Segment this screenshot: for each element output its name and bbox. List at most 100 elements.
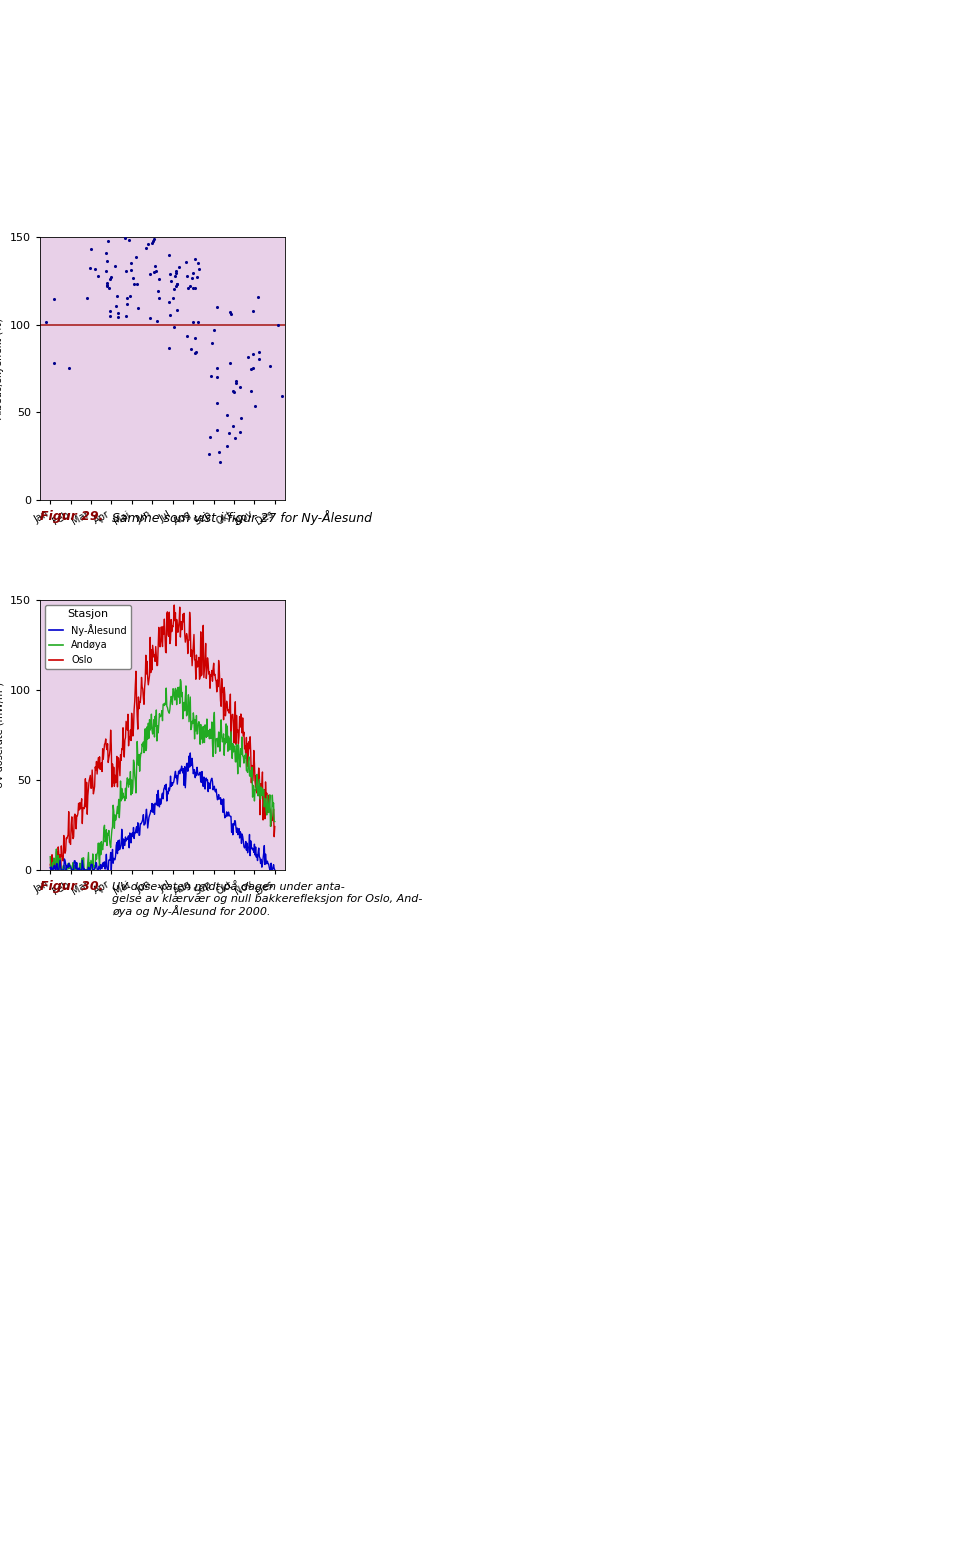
Point (119, 285, 134, 310)
Point (246, 355, 261, 380)
Point (227, 380, 242, 404)
Point (61, 356, 77, 381)
Point (187, 325, 203, 350)
Point (152, 266, 167, 291)
Point (211, 440, 227, 465)
Point (149, 259, 164, 283)
Point (87, 256, 103, 280)
Point (201, 441, 216, 466)
Point (212, 451, 228, 476)
Point (226, 380, 241, 404)
Point (147, 252, 162, 277)
Point (190, 251, 205, 276)
Point (150, 279, 165, 304)
Point (180, 276, 196, 301)
Point (228, 369, 244, 393)
Point (227, 426, 242, 451)
Point (209, 418, 225, 443)
Point (209, 390, 225, 415)
Point (209, 355, 225, 380)
Point (183, 336, 199, 361)
Point (232, 420, 248, 445)
Point (210, 366, 226, 390)
Point (187, 341, 203, 366)
Point (166, 285, 181, 310)
Point (122, 283, 137, 308)
Point (162, 302, 178, 327)
Point (220, 434, 235, 459)
Point (206, 318, 222, 342)
Point (162, 262, 178, 287)
Point (145, 231, 160, 256)
Point (46, 287, 61, 311)
Point (240, 345, 255, 370)
Point (118, 226, 133, 251)
Point (100, 229, 115, 254)
Point (169, 297, 184, 322)
Point (103, 266, 118, 291)
Point (99, 273, 114, 297)
Point (171, 256, 186, 280)
Point (147, 226, 162, 251)
Text: Figur 30.: Figur 30. (40, 880, 104, 894)
Point (245, 299, 260, 324)
Point (168, 259, 183, 283)
Point (140, 232, 156, 257)
Point (142, 305, 157, 330)
Point (100, 249, 115, 274)
Text: Figur 29.: Figur 29. (40, 510, 104, 524)
Y-axis label: Albedo/skyeffekt (%): Albedo/skyeffekt (%) (0, 318, 5, 420)
Point (108, 294, 124, 319)
Point (161, 336, 177, 361)
Point (228, 372, 244, 397)
Point (221, 421, 236, 446)
Point (219, 403, 234, 428)
Text: UV-dose-raten midt på dagen under anta-
gelse av klærvær og null bakkerefleksjon: UV-dose-raten midt på dagen under anta- … (112, 880, 422, 917)
Point (167, 263, 182, 288)
Point (123, 259, 138, 283)
Point (274, 384, 289, 409)
Point (185, 260, 201, 285)
Point (271, 313, 286, 338)
Point (252, 339, 267, 364)
Point (131, 296, 146, 321)
Point (187, 246, 203, 271)
Point (90, 263, 106, 288)
Point (109, 283, 125, 308)
Point (118, 304, 133, 328)
Point (192, 256, 207, 280)
Point (98, 240, 113, 265)
Point (126, 266, 141, 291)
Point (170, 271, 185, 296)
Point (121, 228, 136, 252)
Point (209, 294, 225, 319)
Point (161, 290, 177, 314)
Point (251, 347, 266, 372)
Point (248, 393, 263, 418)
Point (179, 249, 194, 274)
Point (129, 271, 144, 296)
Point (46, 350, 61, 375)
Point (118, 259, 133, 283)
Point (184, 265, 200, 290)
Point (243, 378, 258, 403)
Point (233, 406, 249, 431)
Point (226, 414, 241, 438)
Point (163, 270, 179, 294)
Point (84, 237, 99, 262)
Point (100, 271, 115, 296)
Point (128, 245, 143, 270)
Point (99, 259, 114, 283)
Point (168, 274, 183, 299)
Point (110, 305, 126, 330)
Y-axis label: UV-doserate (mW/m²): UV-doserate (mW/m²) (0, 682, 5, 788)
Point (223, 301, 238, 325)
Point (203, 362, 218, 387)
Point (188, 339, 204, 364)
Point (80, 285, 95, 310)
Text: Samme som vist i figur 27 for Ny-Ålesund: Samme som vist i figur 27 for Ny-Ålesund (112, 510, 372, 525)
Point (185, 310, 201, 335)
Point (168, 260, 183, 285)
Point (110, 301, 126, 325)
Point (179, 263, 194, 288)
